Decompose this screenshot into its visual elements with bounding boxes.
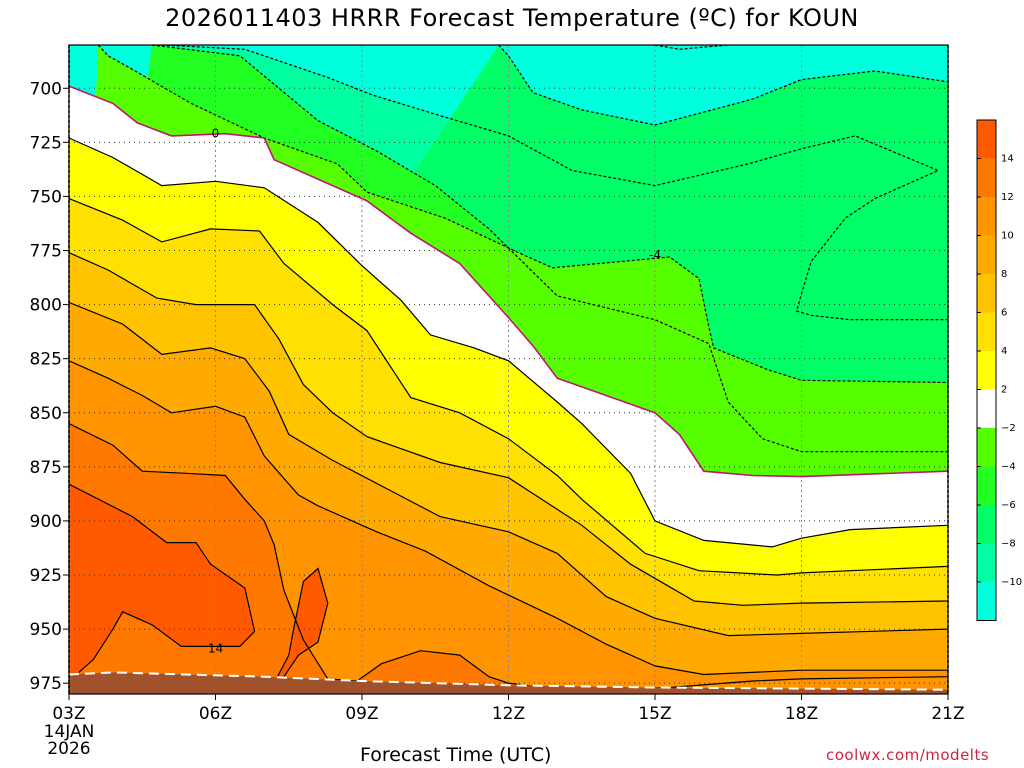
contour-line-14 (273, 567, 329, 684)
y-tick-label: 775 (30, 242, 62, 262)
y-tick-label: 925 (30, 566, 62, 586)
contour-line-14 (68, 483, 256, 673)
x-tick-label: 06Z (199, 704, 232, 724)
contour-line--10 (654, 44, 729, 50)
grid-layer (69, 45, 948, 694)
colorbar: 14 12 10 8 6 4 2 −2 −4 −6 −8 −10 (976, 119, 1022, 621)
credit-text: coolwx.com/modelts (826, 746, 990, 764)
contour-layer: 0 -4 14 (68, 44, 949, 695)
contour-line-2 (68, 137, 949, 548)
contour-line-6 (68, 252, 949, 606)
y-tick-label: 975 (30, 674, 62, 694)
x-start-date-label: 2026 (47, 739, 90, 759)
contour-line--8 (161, 44, 948, 321)
band-fill-14-0 (69, 484, 255, 694)
colorbar-swatch (977, 274, 996, 313)
contour-line-8 (68, 301, 949, 637)
x-tick-label: 21Z (931, 704, 964, 724)
colorbar-swatch (977, 158, 996, 197)
colorbar-tick-label: 6 (1001, 308, 1007, 319)
y-tick-label: 800 (30, 296, 62, 316)
x-axis-label: Forecast Time (UTC) (360, 744, 552, 766)
colorbar-tick-label: −8 (1001, 539, 1016, 550)
colorbar-swatch (977, 351, 996, 390)
colorbar-tick-label: −2 (1001, 423, 1016, 434)
x-tick-label: 03Z (52, 704, 85, 724)
axes-layer: 700 725 750 775 800 825 850 875 900 925 950 975 03Z 0… (30, 79, 965, 759)
x-tick-label: 15Z (638, 704, 671, 724)
contour-line-10 (68, 360, 948, 676)
colorbar-tick-label: 12 (1001, 192, 1014, 203)
x-start-date-label: 14JAN (44, 722, 95, 742)
colorbar-tick-label: −4 (1001, 462, 1016, 473)
y-tick-label: 750 (30, 187, 62, 207)
colorbar-swatch (977, 466, 996, 505)
x-tick-label: 12Z (492, 704, 525, 724)
colorbar-tick-label: 4 (1001, 346, 1007, 357)
ground-surface-edge (68, 671, 949, 691)
colorbar-border (976, 119, 997, 621)
contour-line-4 (68, 198, 949, 576)
colorbar-swatch (977, 582, 996, 621)
x-tick-label: 09Z (345, 704, 378, 724)
colorbar-tick-label: −6 (1001, 500, 1016, 511)
contour-line--6 (498, 44, 949, 126)
y-tick-label: 875 (30, 458, 62, 478)
contour-line-12 (68, 423, 597, 695)
colorbar-swatch (977, 543, 996, 582)
page-title: 2026011403 HRRR Forecast Temperature (ºC… (165, 4, 859, 32)
band-fill-minus6-region (498, 45, 948, 125)
contour-label: 0 (212, 127, 220, 141)
y-tick-label: 900 (30, 512, 62, 532)
colorbar-tick-label: 8 (1001, 269, 1007, 280)
y-tick-label: 700 (30, 79, 62, 99)
y-tick-label: 725 (30, 133, 62, 153)
colorbar-swatch (977, 235, 996, 274)
y-tick-label: 950 (30, 620, 62, 640)
colorbar-tick-label: 10 (1001, 231, 1014, 242)
colorbar-tick-label: 14 (1001, 154, 1014, 165)
temperature-fill-layer (69, 45, 948, 695)
contour-line--4 (151, 44, 948, 453)
contour-label: -4 (649, 248, 661, 262)
colorbar-tick-label: −10 (1001, 577, 1022, 588)
colorbar-swatch (977, 197, 996, 236)
y-tick-label: 825 (30, 350, 62, 370)
contour-line--2 (97, 44, 949, 384)
colorbar-swatch (977, 505, 996, 544)
contour-line-0 (68, 85, 949, 478)
x-tick-label: 18Z (785, 704, 818, 724)
surface-layer (68, 671, 949, 694)
colorbar-swatch (977, 312, 996, 351)
band-fill-14-1 (274, 568, 328, 684)
y-tick-label: 850 (30, 404, 62, 424)
contour-label: 14 (208, 642, 223, 656)
colorbar-swatch (977, 120, 996, 159)
colorbar-swatch (977, 428, 996, 467)
colorbar-tick-label: 2 (1001, 385, 1007, 396)
colorbar-swatch (977, 389, 996, 428)
